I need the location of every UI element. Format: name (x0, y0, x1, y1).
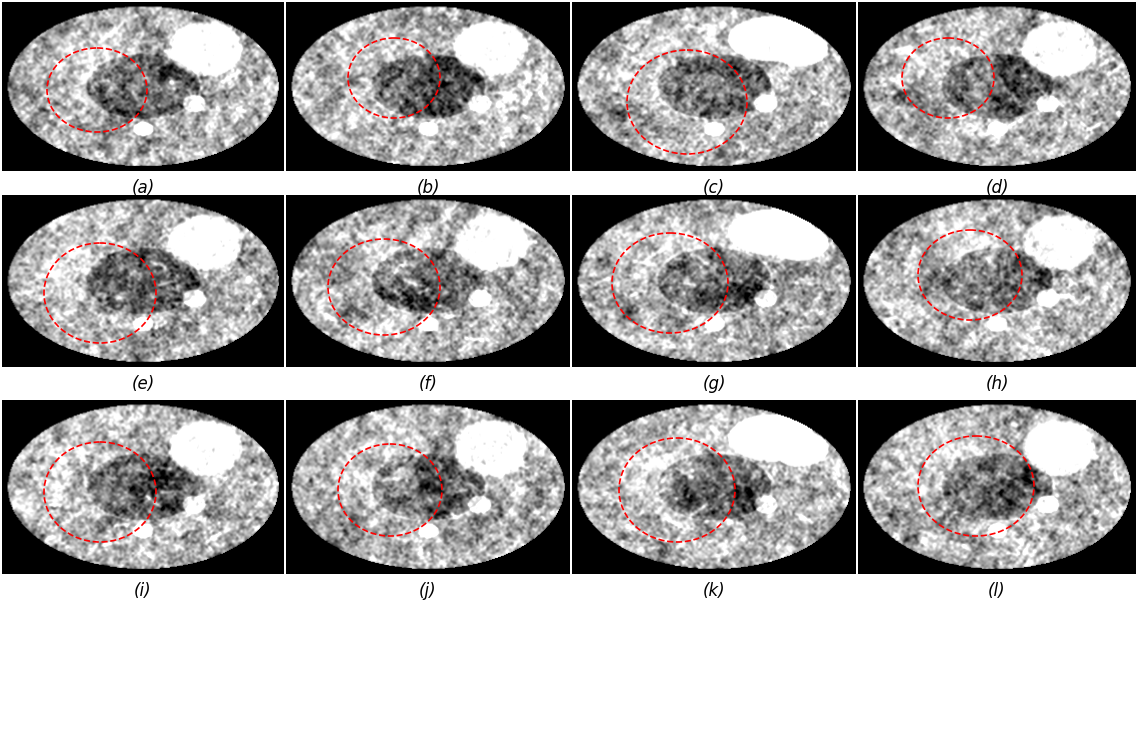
Text: (a): (a) (131, 179, 155, 197)
Text: (l): (l) (988, 582, 1006, 600)
Text: (g): (g) (702, 375, 726, 393)
Text: (i): (i) (134, 582, 151, 600)
Text: (h): (h) (986, 375, 1008, 393)
Text: (c): (c) (703, 179, 725, 197)
Text: (f): (f) (419, 375, 437, 393)
Text: (j): (j) (419, 582, 437, 600)
Text: (e): (e) (131, 375, 155, 393)
Text: (d): (d) (986, 179, 1008, 197)
Text: (b): (b) (417, 179, 439, 197)
Text: (k): (k) (702, 582, 725, 600)
